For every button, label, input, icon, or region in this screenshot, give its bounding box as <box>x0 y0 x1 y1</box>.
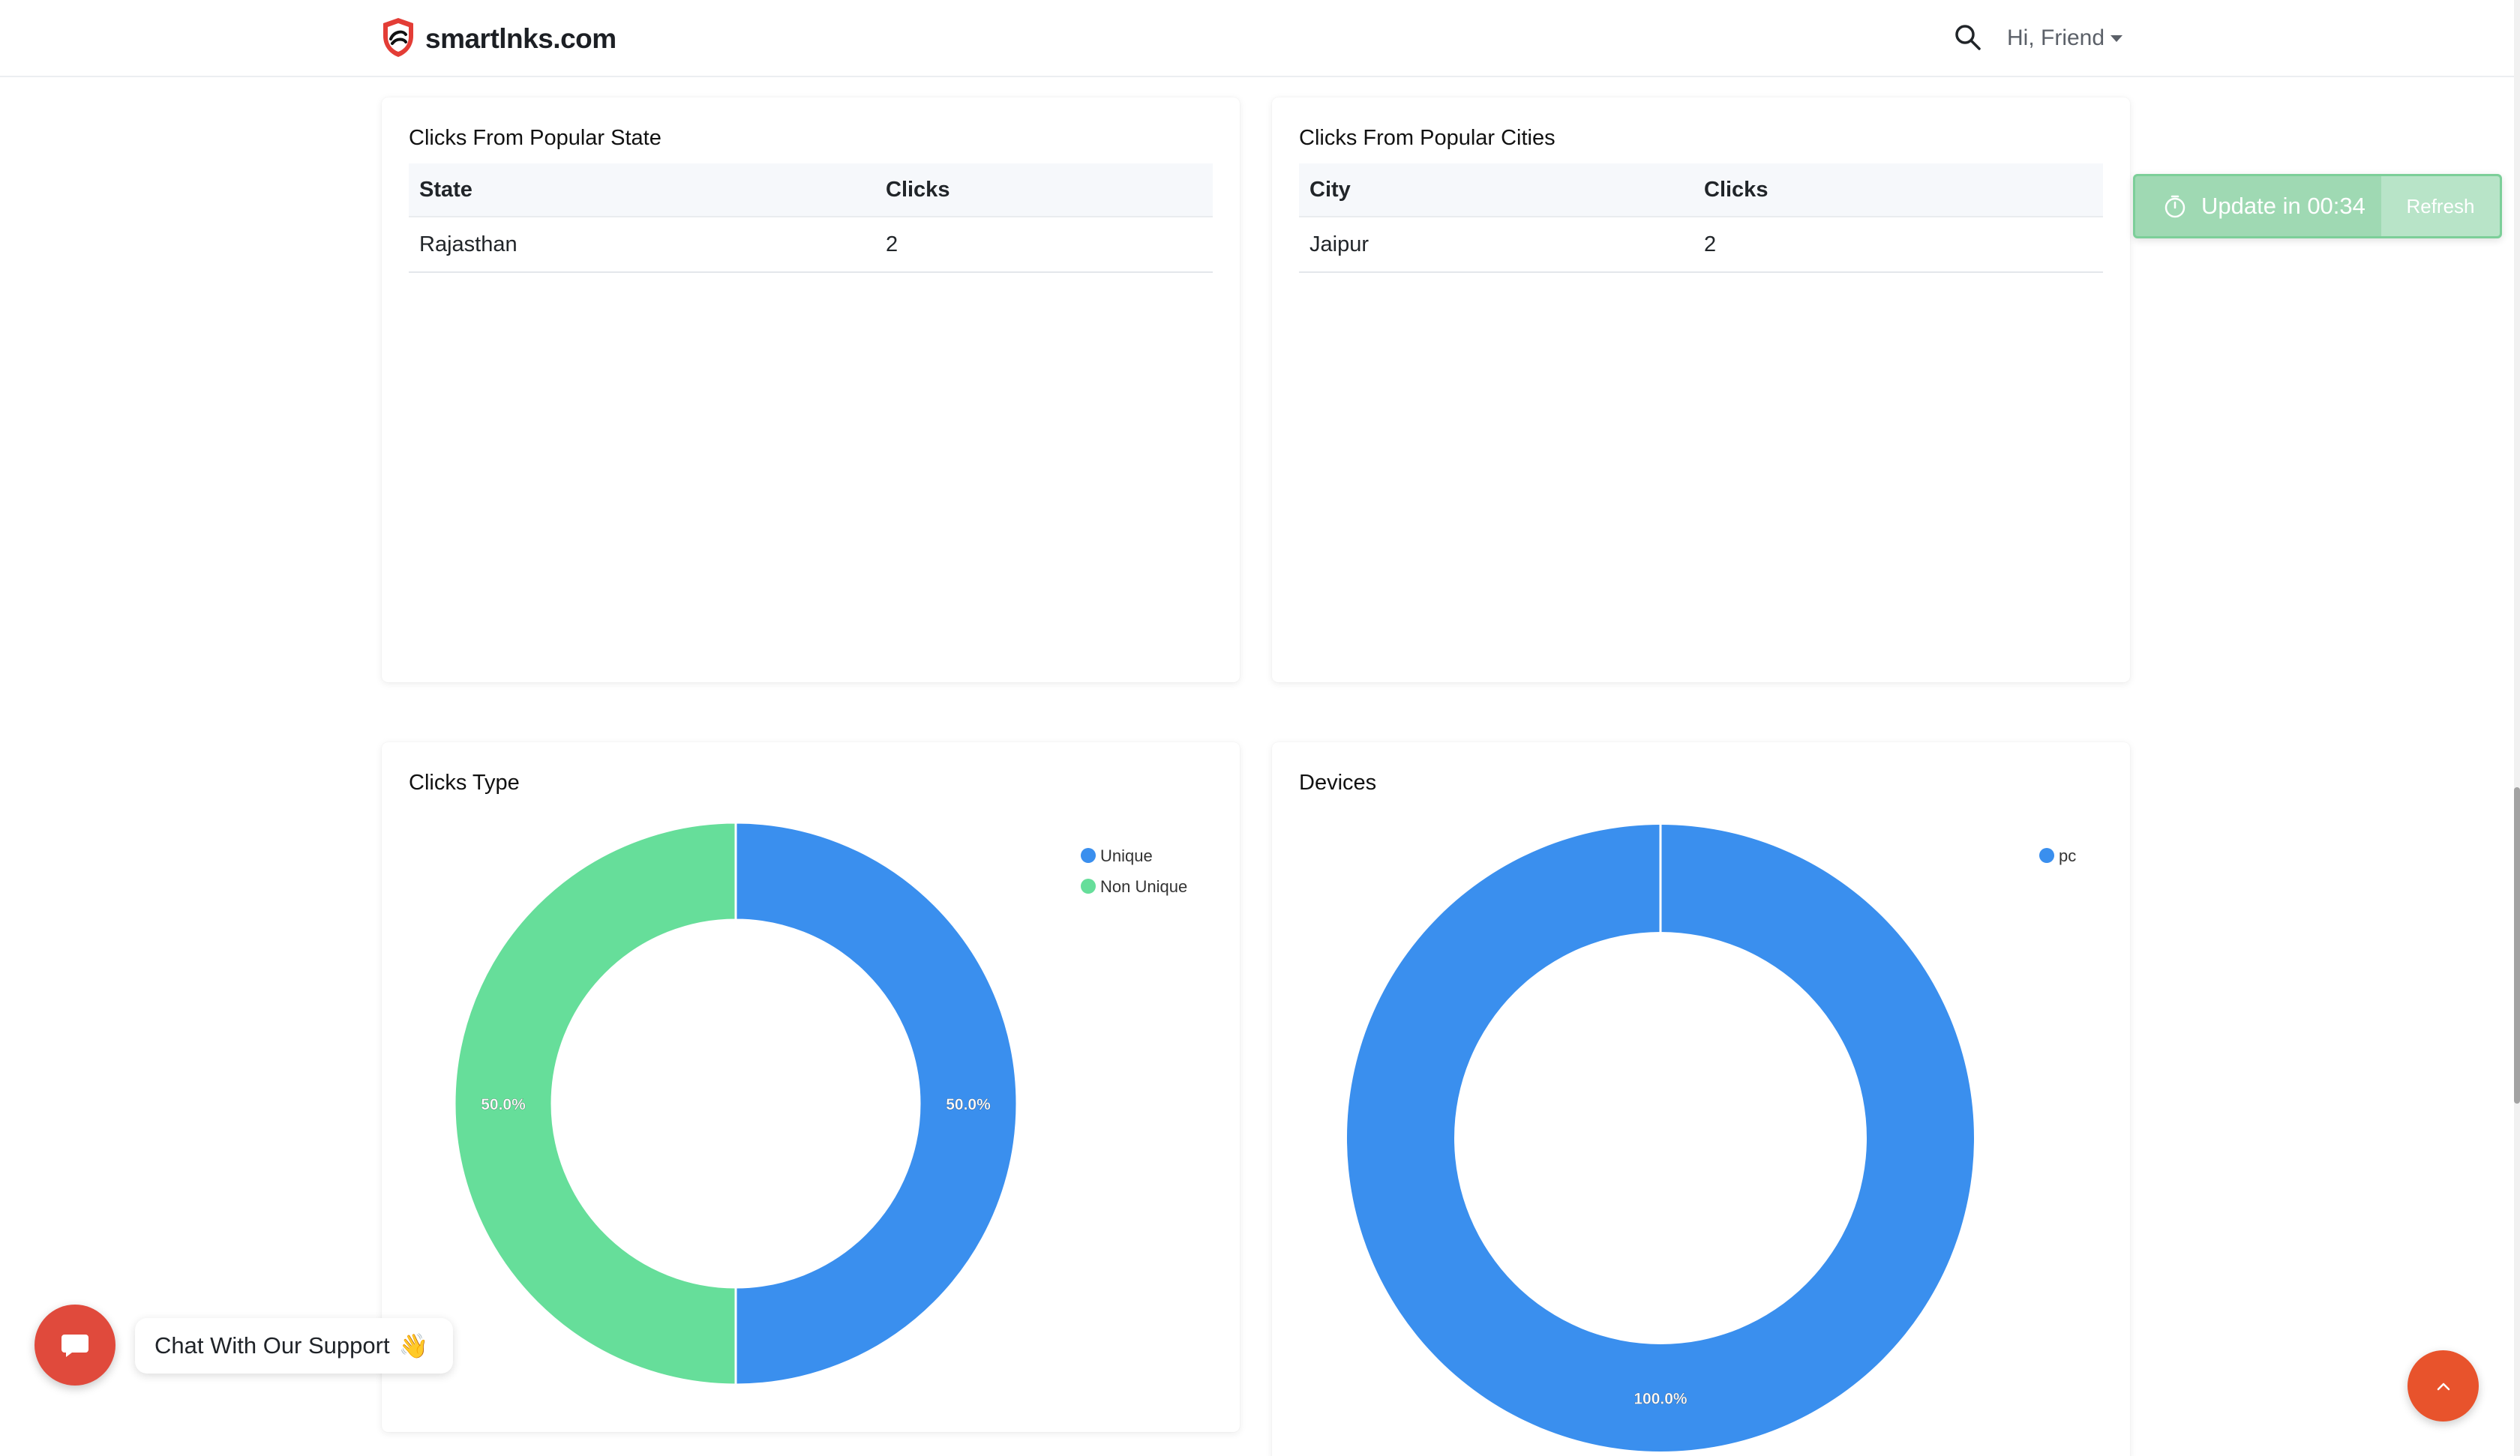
column-header: Clicks <box>875 163 1213 217</box>
column-header: State <box>409 163 875 217</box>
donut-slice-unique[interactable] <box>734 821 1018 1386</box>
legend-marker[interactable] <box>1081 848 1096 863</box>
chevron-down-icon <box>2110 34 2123 42</box>
table-row: Jaipur 2 <box>1299 217 2103 273</box>
table-cell: 2 <box>1694 217 2103 273</box>
user-greeting: Hi, Friend <box>2007 25 2105 50</box>
chat-support-button[interactable] <box>34 1305 116 1386</box>
devices-donut-chart: 100.0% pc <box>1346 825 2076 1452</box>
brand-link[interactable]: smartlnks.com <box>380 16 616 62</box>
refresh-button[interactable]: Refresh <box>2381 176 2500 236</box>
update-countdown-text: Update in 00:34 <box>2201 193 2366 219</box>
page-scrollbar-thumb[interactable] <box>2514 787 2520 1104</box>
donut-slice-non-unique[interactable] <box>453 821 737 1386</box>
timer-icon <box>2164 195 2186 218</box>
column-header: City <box>1299 163 1694 217</box>
legend-label[interactable]: Unique <box>1100 846 1153 865</box>
table-cell: 2 <box>875 217 1213 273</box>
user-dropdown[interactable]: Hi, Friend <box>2007 22 2123 54</box>
legend-marker[interactable] <box>2039 848 2054 863</box>
card-title: Clicks From Popular State <box>409 126 662 150</box>
table-cell: Rajasthan <box>409 217 875 273</box>
shield-logo-icon <box>380 16 416 62</box>
search-icon <box>1955 25 1981 50</box>
card-title: Devices <box>1299 771 1377 795</box>
popular-state-card: Clicks From Popular State State Clicks R… <box>382 97 1240 682</box>
card-title: Clicks Type <box>409 771 520 795</box>
slice-value-label: 100.0% <box>1634 1391 1688 1408</box>
donut-slice-pc[interactable] <box>1346 825 1974 1452</box>
legend-marker[interactable] <box>1081 879 1096 894</box>
brand-name: smartlnks.com <box>425 23 616 54</box>
clicks-type-donut-chart: 50.0% 50.0% Unique Non Unique <box>453 821 1187 1386</box>
update-timer: Update in 00:34 <box>2135 176 2381 236</box>
legend-label[interactable]: Non Unique <box>1100 877 1187 896</box>
devices-card: Devices 100.0% pc <box>1272 742 2130 1456</box>
search-button[interactable] <box>1953 22 1983 52</box>
table-row: Rajasthan 2 <box>409 217 1213 273</box>
table-header-row: City Clicks <box>1299 163 2103 217</box>
table-header-row: State Clicks <box>409 163 1213 217</box>
waving-hand-emoji: 👋 <box>398 1332 429 1359</box>
city-table: City Clicks Jaipur 2 <box>1299 163 2103 273</box>
table-cell: Jaipur <box>1299 217 1694 273</box>
clicks-type-card: Clicks Type 50.0% 50.0% Unique Non Unique <box>382 742 1240 1432</box>
chevron-up-icon <box>2437 1383 2450 1390</box>
update-timer-toast: Update in 00:34 Refresh <box>2133 174 2502 238</box>
legend-label[interactable]: pc <box>2059 846 2076 865</box>
card-title: Clicks From Popular Cities <box>1299 126 1556 150</box>
page-scrollbar-track[interactable] <box>2514 0 2520 1456</box>
top-navbar: smartlnks.com Hi, Friend <box>0 0 2514 77</box>
chat-support-label[interactable]: Chat With Our Support 👋 <box>135 1318 453 1374</box>
state-table: State Clicks Rajasthan 2 <box>409 163 1213 273</box>
column-header: Clicks <box>1694 163 2103 217</box>
popular-cities-card: Clicks From Popular Cities City Clicks J… <box>1272 97 2130 682</box>
slice-value-label: 50.0% <box>946 1096 991 1113</box>
chat-bubble-icon <box>62 1335 88 1357</box>
chat-label-text: Chat With Our Support <box>154 1332 390 1359</box>
slice-value-label: 50.0% <box>481 1096 526 1113</box>
scroll-to-top-button[interactable] <box>2408 1350 2479 1422</box>
